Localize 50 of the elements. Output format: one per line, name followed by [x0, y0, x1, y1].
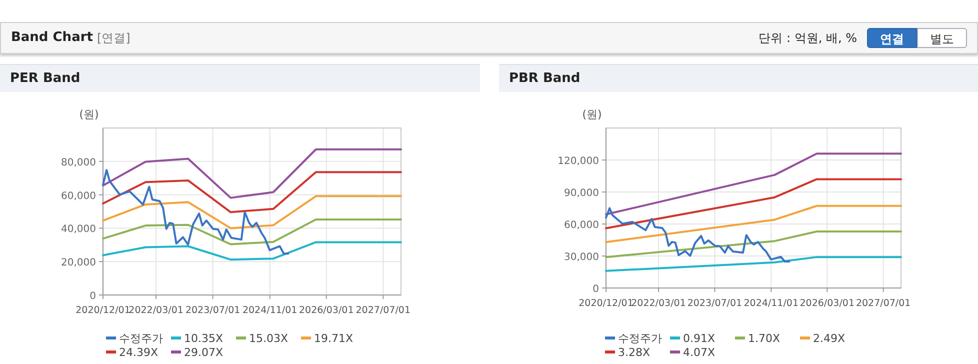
text: Band Chart [11, 29, 93, 47]
y-axis-title: (원) [582, 108, 602, 121]
x-tick-label: 2024/11/01 [744, 298, 799, 309]
legend-label: 1.70X [748, 332, 780, 345]
x-tick-label: 2022/03/01 [631, 298, 686, 309]
x-tick-label: 2020/12/01 [76, 305, 130, 316]
x-tick-label: 2023/07/01 [185, 305, 240, 316]
line-series [605, 207, 790, 263]
y-tick-label: 0 [592, 284, 599, 295]
chart-title: PBR Band [499, 64, 978, 92]
x-tick-label: 2022/03/01 [128, 305, 184, 316]
text: 단위 : 억원, 배, % [758, 30, 857, 47]
legend-label: 2.49X [813, 332, 846, 345]
x-tick-label: 2020/12/01 [578, 298, 634, 309]
legend-label: 수정주가 [119, 332, 163, 345]
legend-label: 24.39X [119, 346, 158, 359]
legend-label: 3.28X [618, 346, 650, 359]
line-series [102, 241, 402, 261]
y-tick-label: 40,000 [61, 224, 96, 236]
y-tick-label: 120,000 [558, 156, 599, 167]
legend-label: 수정주가 [618, 332, 662, 345]
y-tick-label: 60,000 [61, 190, 96, 202]
x-tick-label: 2027/07/01 [356, 305, 411, 316]
text: 연결 [867, 28, 917, 48]
x-tick-label: 2023/07/01 [687, 298, 742, 309]
x-tick-label: 2024/11/01 [242, 305, 298, 316]
legend-label: 15.03X [249, 332, 288, 345]
y-axis-title: (원) [79, 108, 99, 121]
legend-label: 19.71X [314, 332, 354, 345]
line-series [102, 218, 402, 246]
y-tick-label: 60,000 [564, 220, 599, 231]
x-tick-label: 2026/03/01 [800, 298, 855, 309]
y-tick-label: 0 [90, 291, 96, 302]
x-tick-label: 2027/07/01 [856, 298, 911, 309]
chart-title: PER Band [0, 64, 480, 92]
text: 별도 [917, 28, 967, 48]
legend-label: 10.35X [184, 332, 224, 345]
x-tick-label: 2026/03/01 [299, 305, 354, 316]
line-series [102, 195, 402, 230]
legend-label: 29.07X [184, 346, 224, 359]
line-series [102, 148, 402, 199]
text: [연결] [97, 30, 130, 47]
y-tick-label: 30,000 [564, 252, 599, 263]
line-series [102, 169, 290, 255]
y-tick-label: 90,000 [564, 188, 599, 199]
legend-label: 0.91X [683, 332, 716, 345]
legend-label: 4.07X [683, 346, 716, 359]
y-tick-label: 80,000 [61, 157, 96, 168]
line-series [102, 171, 402, 214]
y-tick-label: 20,000 [61, 258, 96, 269]
